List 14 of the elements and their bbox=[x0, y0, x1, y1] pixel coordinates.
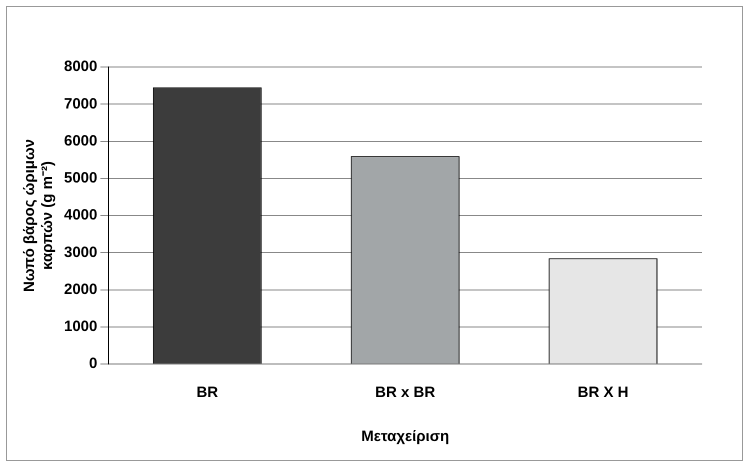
x-axis-title: Μεταχείριση bbox=[361, 428, 450, 446]
y-tick-label: 6000 bbox=[64, 132, 98, 150]
y-tick-label: 1000 bbox=[64, 318, 98, 336]
y-tick-label: 0 bbox=[89, 355, 98, 372]
y-tick-label: 5000 bbox=[64, 170, 98, 187]
y-tick-label: 2000 bbox=[64, 280, 98, 298]
y-tick-label: 4000 bbox=[64, 206, 98, 224]
x-tick-label: BR x BR bbox=[375, 384, 436, 402]
x-tick-label: BR X H bbox=[578, 384, 628, 402]
y-tick-label: 7000 bbox=[64, 95, 98, 112]
y-axis-title: Νωπό βάρος ώριμων καρπών (g m⁻²) bbox=[21, 139, 56, 292]
y-tick-label: 3000 bbox=[64, 244, 98, 261]
x-tick-label: BR bbox=[196, 384, 218, 402]
y-tick-label: 8000 bbox=[64, 58, 98, 76]
